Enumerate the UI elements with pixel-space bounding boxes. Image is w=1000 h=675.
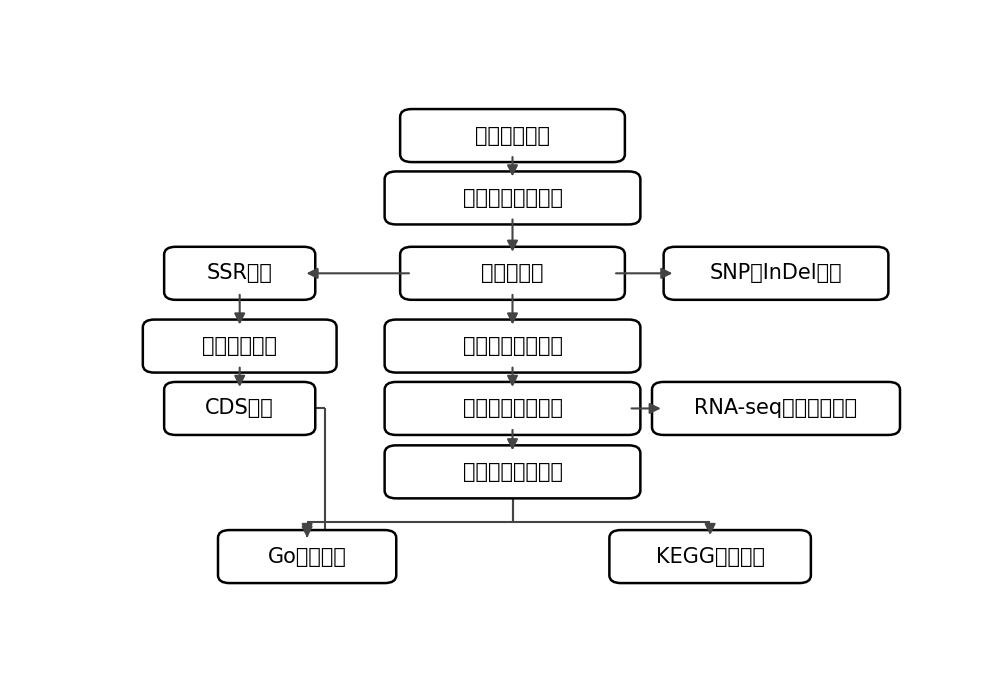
FancyBboxPatch shape bbox=[385, 319, 640, 373]
FancyBboxPatch shape bbox=[143, 319, 337, 373]
FancyBboxPatch shape bbox=[652, 382, 900, 435]
Text: 基因差异表达分析: 基因差异表达分析 bbox=[462, 462, 562, 482]
Text: SSR分析: SSR分析 bbox=[207, 263, 273, 284]
Text: KEGG富集分析: KEGG富集分析 bbox=[656, 547, 765, 566]
Text: 原始测序资料: 原始测序资料 bbox=[475, 126, 550, 146]
Text: 测序数据质量评估: 测序数据质量评估 bbox=[462, 188, 562, 208]
FancyBboxPatch shape bbox=[164, 382, 315, 435]
Text: 基因功能注释: 基因功能注释 bbox=[202, 336, 277, 356]
Text: CDS预测: CDS预测 bbox=[205, 398, 274, 418]
FancyBboxPatch shape bbox=[164, 247, 315, 300]
Text: SNP和InDel分析: SNP和InDel分析 bbox=[710, 263, 842, 284]
FancyBboxPatch shape bbox=[385, 382, 640, 435]
FancyBboxPatch shape bbox=[400, 247, 625, 300]
FancyBboxPatch shape bbox=[664, 247, 888, 300]
Text: 转录本拼接: 转录本拼接 bbox=[481, 263, 544, 284]
FancyBboxPatch shape bbox=[385, 446, 640, 498]
FancyBboxPatch shape bbox=[218, 530, 396, 583]
FancyBboxPatch shape bbox=[385, 171, 640, 225]
Text: 参考序列比对分析: 参考序列比对分析 bbox=[462, 336, 562, 356]
FancyBboxPatch shape bbox=[400, 109, 625, 162]
FancyBboxPatch shape bbox=[609, 530, 811, 583]
Text: 基因表达水平分析: 基因表达水平分析 bbox=[462, 398, 562, 418]
Text: Go富集分析: Go富集分析 bbox=[268, 547, 347, 566]
Text: RNA-seq整体质量评估: RNA-seq整体质量评估 bbox=[694, 398, 858, 418]
